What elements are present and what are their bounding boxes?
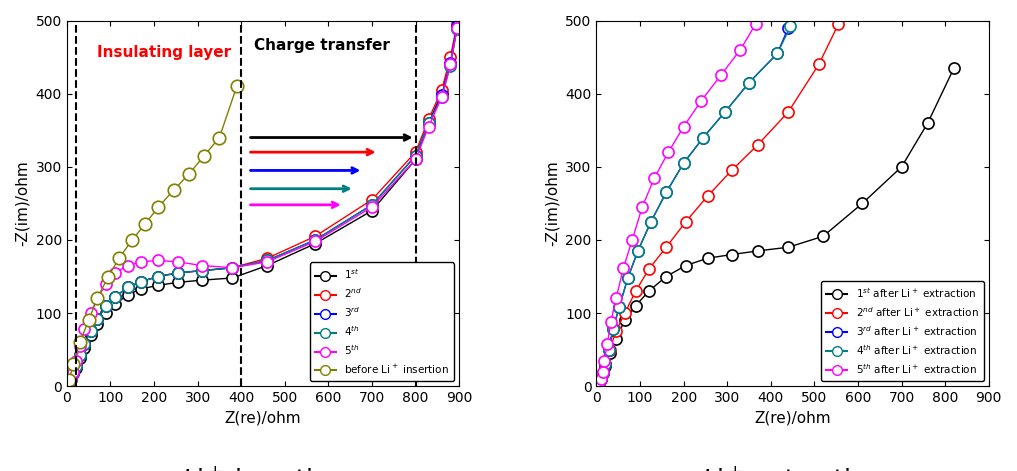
Y-axis label: -Z(im)/ohm: -Z(im)/ohm: [15, 161, 29, 246]
Text: Insulating layer: Insulating layer: [98, 45, 232, 60]
X-axis label: Z(re)/ohm: Z(re)/ohm: [225, 411, 301, 426]
Legend: 1$^{st}$, 2$^{nd}$, 3$^{rd}$, 4$^{th}$, 5$^{th}$, before Li$^+$ insertion: 1$^{st}$, 2$^{nd}$, 3$^{rd}$, 4$^{th}$, …: [309, 262, 454, 381]
Y-axis label: -Z(im)/ohm: -Z(im)/ohm: [545, 161, 559, 246]
Title: Li$^+$ insertion: Li$^+$ insertion: [183, 467, 343, 471]
Legend: 1$^{st}$ after Li$^+$ extraction, 2$^{nd}$ after Li$^+$ extraction, 3$^{rd}$ aft: 1$^{st}$ after Li$^+$ extraction, 2$^{nd…: [822, 281, 983, 381]
Text: Charge transfer: Charge transfer: [254, 38, 391, 53]
X-axis label: Z(re)/ohm: Z(re)/ohm: [755, 411, 831, 426]
Title: Li$^+$ extraction: Li$^+$ extraction: [704, 467, 882, 471]
